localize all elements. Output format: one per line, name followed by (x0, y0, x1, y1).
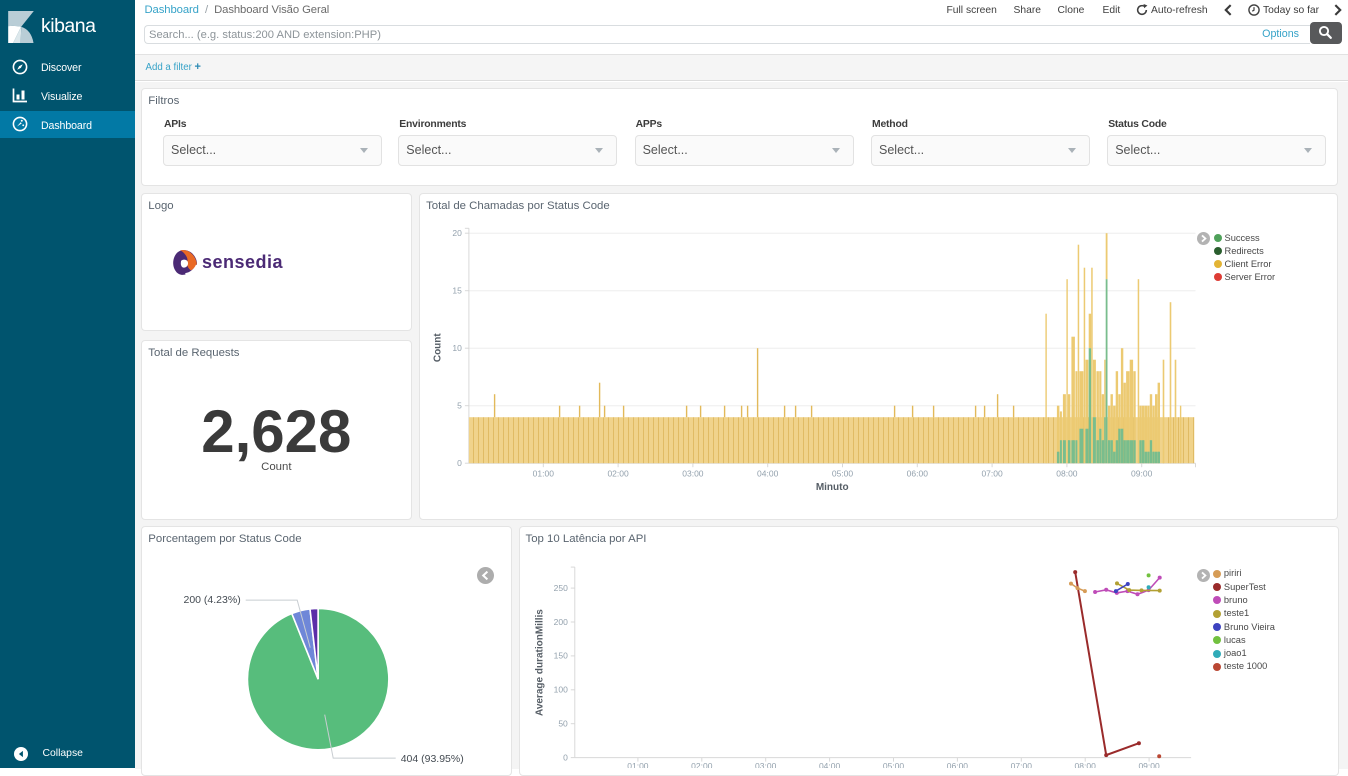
svg-text:20: 20 (453, 228, 463, 238)
svg-text:01:00: 01:00 (533, 469, 555, 479)
svg-text:07:00: 07:00 (982, 469, 1004, 479)
svg-text:07:00: 07:00 (1010, 761, 1032, 768)
svg-text:15: 15 (453, 286, 463, 296)
svg-text:06:00: 06:00 (907, 469, 929, 479)
svg-text:Minuto: Minuto (816, 482, 849, 493)
svg-text:04:00: 04:00 (818, 761, 840, 768)
svg-text:250: 250 (553, 583, 567, 593)
svg-text:01:00: 01:00 (627, 761, 649, 768)
svg-text:Average durationMillis: Average durationMillis (534, 609, 545, 716)
svg-text:06:00: 06:00 (946, 761, 968, 768)
svg-text:50: 50 (558, 719, 568, 729)
svg-text:09:00: 09:00 (1138, 761, 1160, 768)
svg-text:05:00: 05:00 (882, 761, 904, 768)
svg-text:100: 100 (553, 685, 567, 695)
svg-text:08:00: 08:00 (1074, 761, 1096, 768)
svg-text:150: 150 (553, 651, 567, 661)
svg-text:0: 0 (457, 458, 462, 468)
svg-text:Count: Count (432, 333, 443, 363)
svg-text:0: 0 (563, 753, 568, 763)
svg-text:200 (4.23%): 200 (4.23%) (184, 594, 241, 606)
svg-text:404 (93.95%): 404 (93.95%) (401, 753, 464, 765)
svg-text:03:00: 03:00 (755, 761, 777, 768)
svg-text:03:00: 03:00 (682, 469, 704, 479)
svg-text:04:00: 04:00 (757, 469, 779, 479)
svg-text:05:00: 05:00 (832, 469, 854, 479)
svg-text:09:00: 09:00 (1131, 469, 1153, 479)
svg-text:10: 10 (453, 343, 463, 353)
svg-text:5: 5 (457, 401, 462, 411)
svg-text:08:00: 08:00 (1056, 469, 1078, 479)
svg-text:02:00: 02:00 (691, 761, 713, 768)
svg-text:200: 200 (553, 617, 567, 627)
svg-text:02:00: 02:00 (608, 469, 630, 479)
